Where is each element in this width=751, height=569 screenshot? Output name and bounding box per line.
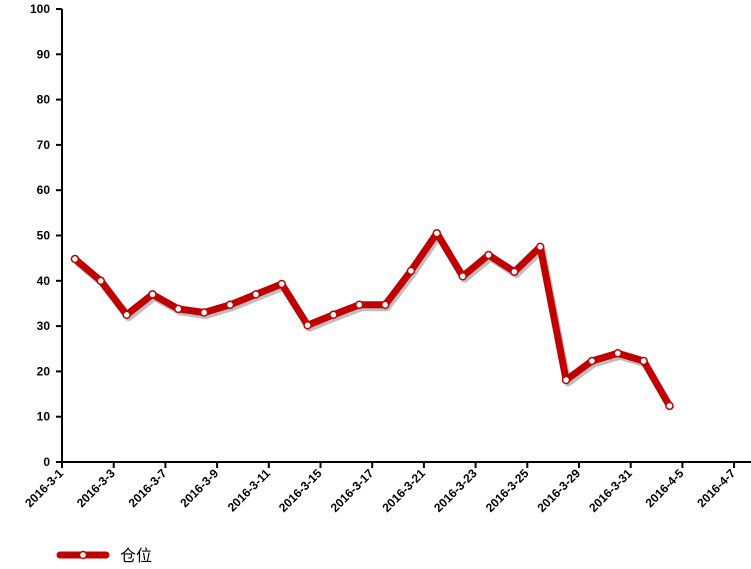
point — [458, 272, 467, 281]
x-tick-label: 2016-3-11 — [225, 466, 273, 514]
x-tick-label: 2016-3-17 — [328, 466, 377, 515]
point — [303, 320, 312, 330]
point — [70, 254, 80, 264]
point — [639, 356, 648, 366]
point — [406, 266, 416, 276]
point — [225, 300, 235, 310]
y-tick-label: 70 — [37, 138, 51, 152]
y-tick-label: 100 — [30, 2, 50, 16]
point — [432, 228, 442, 238]
y-tick-label: 90 — [37, 47, 51, 61]
x-tick-label: 2016-4-5 — [643, 466, 687, 510]
point — [251, 290, 261, 299]
x-tick-label: 2016-3-23 — [431, 466, 480, 515]
point — [665, 401, 674, 411]
x-tick-label: 2016-3-7 — [126, 466, 170, 510]
y-tick-label: 40 — [37, 274, 51, 288]
point — [510, 267, 519, 276]
line-shadow — [74, 232, 675, 411]
point — [148, 290, 157, 299]
y-tick-label: 30 — [37, 319, 51, 333]
point — [96, 276, 106, 286]
y-tick-label: 0 — [43, 455, 50, 469]
point — [277, 279, 286, 289]
legend-label: 仓位 — [120, 547, 152, 565]
x-tick-label: 2016-3-31 — [586, 466, 635, 515]
point — [587, 356, 597, 366]
y-tick-label: 60 — [37, 183, 51, 197]
legend-marker — [78, 550, 88, 560]
point — [199, 308, 209, 317]
y-tick-label: 50 — [37, 229, 51, 243]
x-tick-label: 2016-3-3 — [74, 466, 118, 510]
x-tick-label: 2016-3-21 — [379, 466, 428, 515]
y-tick-label: 20 — [37, 364, 51, 378]
point — [613, 349, 623, 358]
y-tick-label: 80 — [37, 93, 51, 107]
point — [174, 304, 183, 314]
point — [484, 250, 493, 260]
point — [355, 300, 364, 310]
x-tick-label: 2016-4-7 — [694, 466, 738, 510]
x-tick-label: 2016-3-29 — [535, 466, 584, 515]
x-tick-label: 2016-3-25 — [483, 466, 532, 515]
x-tick-label: 2016-3-15 — [276, 466, 325, 515]
point — [380, 300, 390, 310]
y-tick-label: 10 — [37, 410, 51, 424]
point — [122, 310, 131, 320]
point — [561, 375, 571, 385]
point — [329, 310, 338, 320]
point — [535, 242, 545, 252]
x-tick-label: 2016-3-1 — [22, 466, 66, 510]
series-line — [72, 229, 673, 408]
x-tick-label: 2016-3-9 — [177, 466, 221, 510]
